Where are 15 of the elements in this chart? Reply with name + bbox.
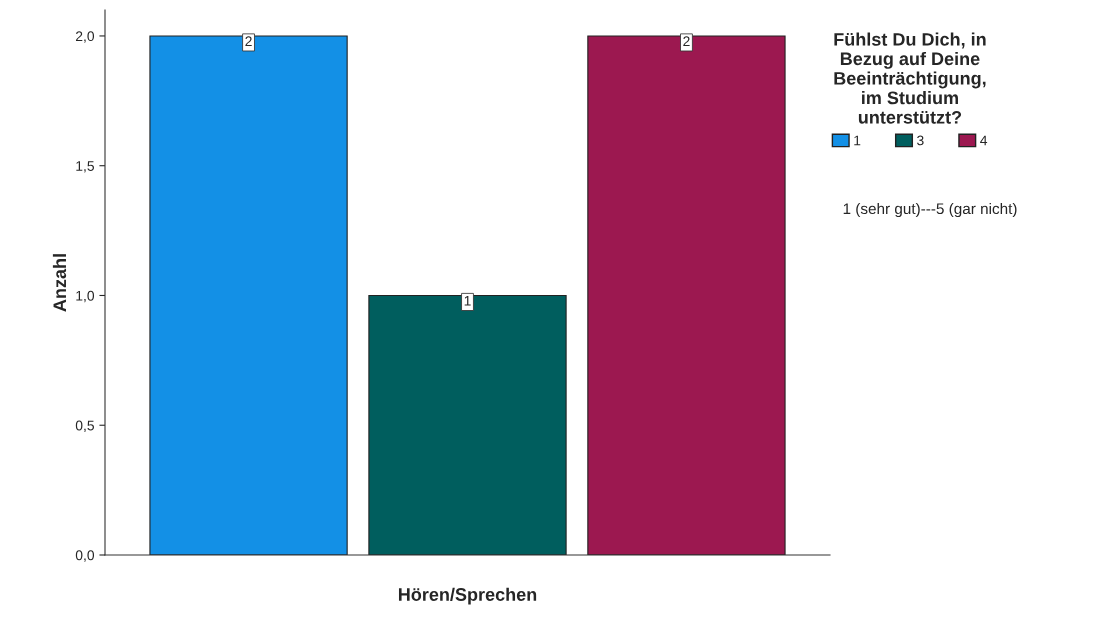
legend-label: 1 <box>854 135 861 146</box>
y-tick-label: 0,5 <box>75 420 94 433</box>
data-label: 1 <box>464 295 471 306</box>
text: 1 (sehr gut)---5 (gar nicht) <box>843 202 1017 218</box>
data-label: 2 <box>245 36 252 47</box>
y-tick-label: 2,0 <box>75 31 95 43</box>
legend-label: 3 <box>917 135 924 146</box>
legend-label: 4 <box>980 135 988 146</box>
x-axis-title: Hören/Sprechen <box>398 587 537 605</box>
data-label: 2 <box>683 36 690 47</box>
y-tick-label: 1,5 <box>76 161 94 173</box>
y-tick-label: 1,0 <box>76 290 95 303</box>
legend-title: Fühlst Du Dich, in Bezug auf Deine Beeinträchtigung, im Studium unterstützt? <box>834 32 986 124</box>
y-tick-label: 0,0 <box>75 550 95 562</box>
y-axis-title: Anzahl <box>52 254 67 312</box>
